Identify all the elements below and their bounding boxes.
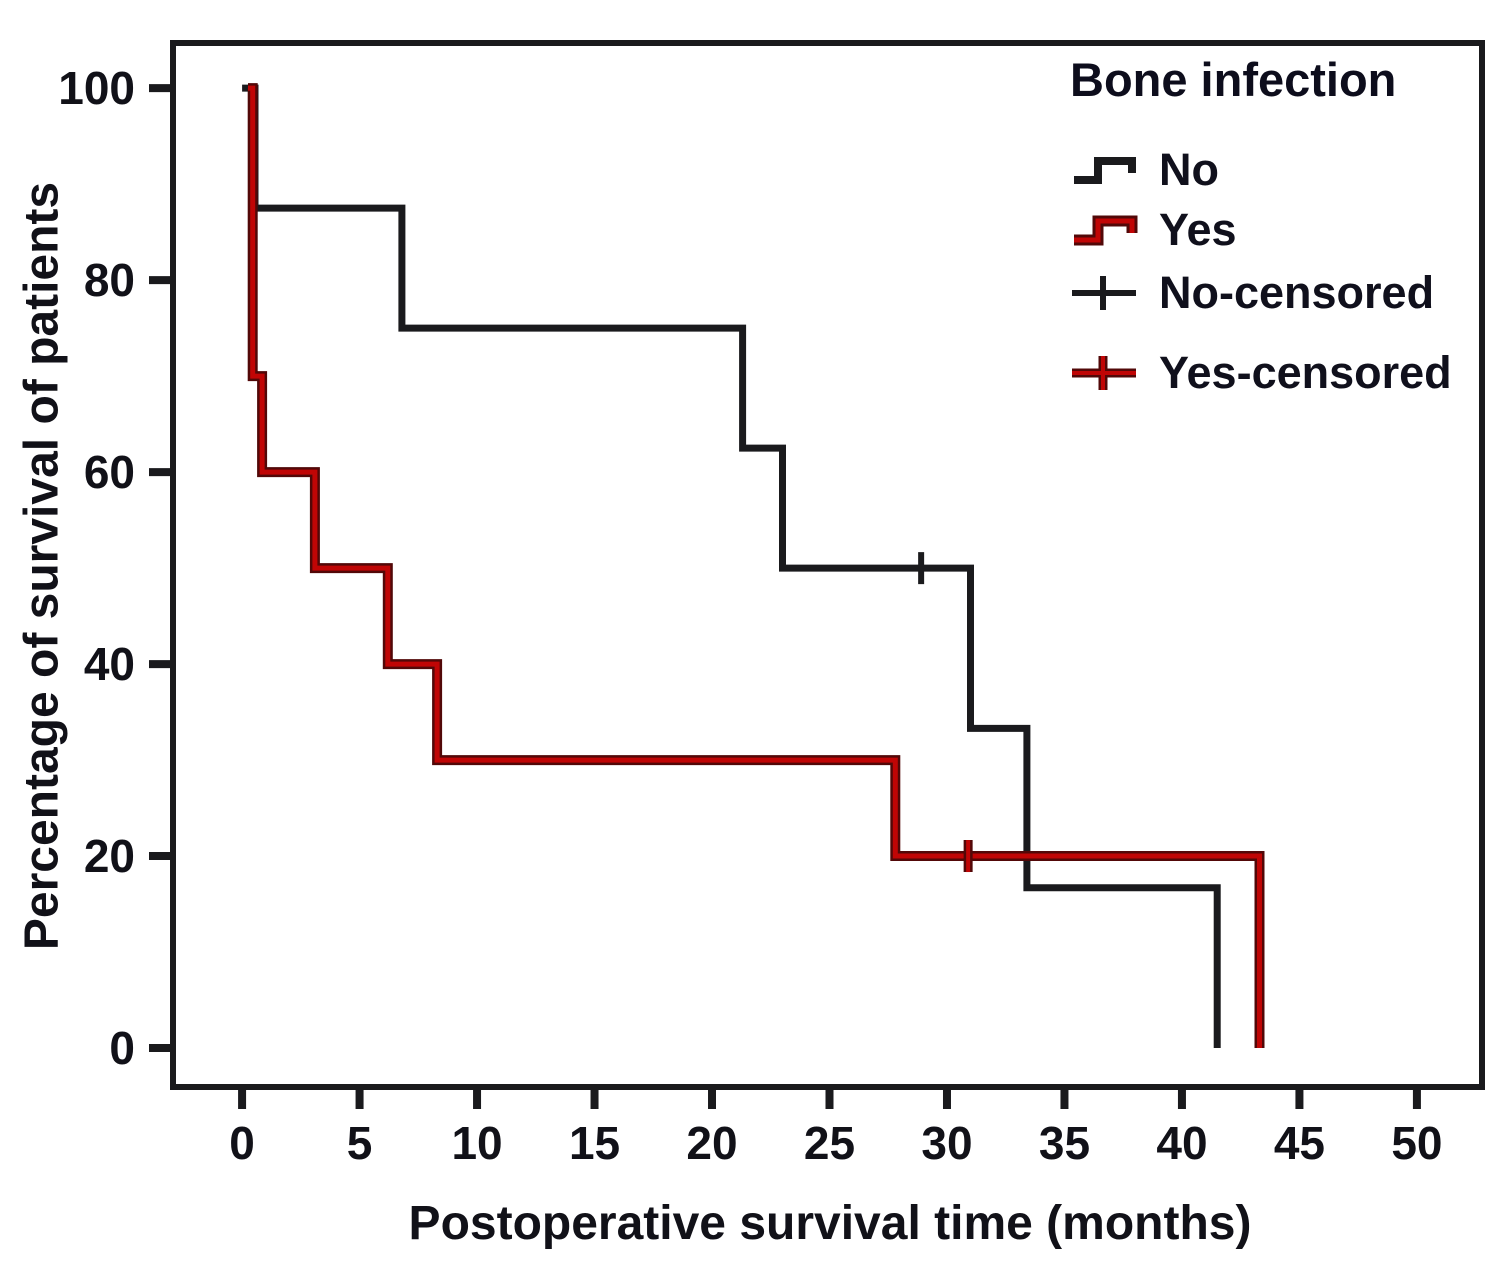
x-tick-label: 50 — [1391, 1117, 1442, 1169]
legend-item-yes: Yes — [1070, 204, 1237, 255]
legend-title: Bone infection — [1070, 53, 1397, 106]
legend-label-yes-censored: Yes-censored — [1159, 347, 1452, 398]
series-Yes-line — [248, 85, 1262, 1048]
legend-item-no-censored: No-censored — [1070, 267, 1435, 318]
y-tick-label: 100 — [58, 62, 135, 114]
y-tick-label: 20 — [84, 830, 135, 882]
legend-label-no-censored: No-censored — [1159, 267, 1435, 318]
censor-cross-black-icon — [1072, 276, 1136, 310]
x-tick-label: 40 — [1156, 1117, 1207, 1169]
x-tick-label: 0 — [229, 1117, 255, 1169]
y-axis-title: Percentage of survival of patients — [15, 181, 69, 951]
step-line-red-icon — [1074, 215, 1138, 246]
x-tick-label: 20 — [686, 1117, 737, 1169]
x-tick-label: 5 — [347, 1117, 373, 1169]
x-tick-label: 15 — [569, 1117, 620, 1169]
step-line-black-icon — [1074, 157, 1136, 184]
x-tick-label: 10 — [451, 1117, 502, 1169]
x-tick-label: 35 — [1039, 1117, 1090, 1169]
legend-label-no: No — [1159, 144, 1219, 195]
legend-label-yes: Yes — [1159, 204, 1237, 255]
y-tick-label: 40 — [84, 638, 135, 690]
x-axis-title: Postoperative survival time (months) — [408, 1197, 1252, 1250]
x-tick-label: 25 — [804, 1117, 855, 1169]
legend-item-yes-censored: Yes-censored — [1070, 347, 1452, 398]
y-tick-label: 60 — [84, 446, 135, 498]
y-tick-label: 80 — [84, 254, 135, 306]
censor-cross-red-icon — [1072, 356, 1136, 390]
series-No-line — [242, 84, 1221, 1048]
x-tick-label: 45 — [1274, 1117, 1325, 1169]
legend: Bone infection No Yes No-censored — [1070, 52, 1500, 482]
x-tick-label: 30 — [921, 1117, 972, 1169]
legend-item-no: No — [1070, 144, 1219, 195]
y-tick-label: 0 — [109, 1022, 135, 1074]
